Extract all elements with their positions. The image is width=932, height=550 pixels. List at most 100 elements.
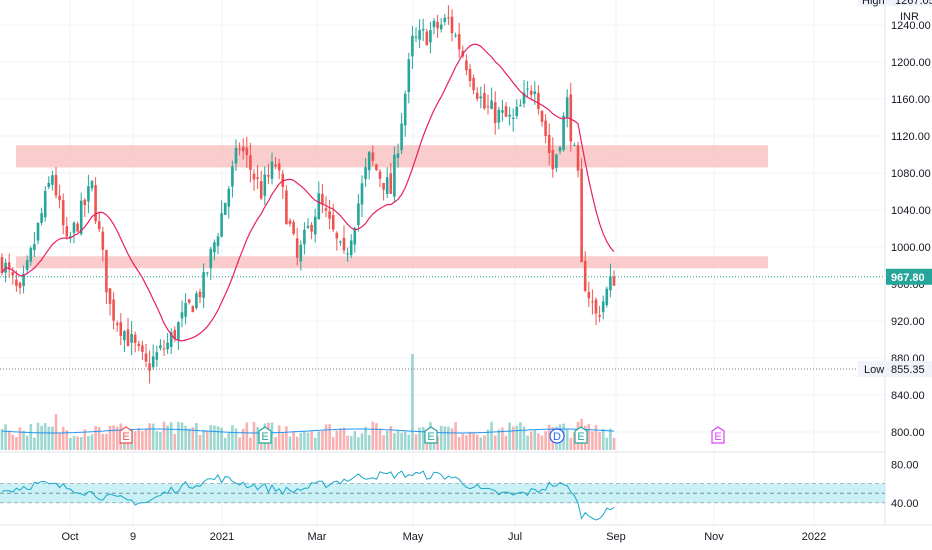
volume-bar: [249, 437, 252, 450]
high-tag-label: High: [862, 0, 885, 7]
candle-body: [180, 312, 184, 319]
candle-body: [468, 69, 472, 82]
candle-body: [375, 164, 378, 171]
volume-bar: [389, 426, 393, 450]
volume-bar: [501, 427, 504, 450]
candle-body: [324, 208, 328, 211]
volume-bar: [256, 426, 259, 450]
candle-body: [169, 332, 173, 348]
candle-body: [342, 237, 346, 251]
volume-bar: [144, 428, 148, 450]
candle-body: [126, 329, 130, 347]
candle-body: [151, 356, 155, 368]
candle-body: [58, 195, 61, 201]
candle-body: [137, 343, 141, 347]
earnings-marker[interactable]: E: [424, 426, 438, 444]
volume-bar: [439, 425, 443, 450]
candle-body: [79, 200, 83, 234]
volume-bar: [220, 427, 223, 450]
volume-bar: [47, 426, 51, 450]
candle-body: [331, 214, 335, 230]
time-tick-label: 2021: [210, 531, 234, 543]
high-value: 1267.05: [895, 0, 932, 7]
candle-body: [43, 190, 47, 218]
zone-box: [16, 145, 768, 168]
volume-bar: [162, 421, 166, 450]
candle-body: [612, 276, 616, 286]
time-tick-label: Sep: [606, 531, 626, 543]
volume-bar: [346, 435, 349, 450]
volume-bar: [54, 414, 58, 450]
earnings-flag: [574, 426, 588, 444]
volume-bar: [148, 423, 151, 450]
candle-body: [51, 175, 54, 185]
candle-body: [533, 91, 537, 95]
volume-bar: [270, 422, 274, 450]
volume-bar: [396, 430, 400, 450]
earnings-marker[interactable]: E: [711, 426, 725, 444]
candle-body: [205, 272, 209, 274]
candle-body: [357, 203, 360, 226]
volume-bar: [457, 437, 461, 450]
candle-body: [569, 94, 573, 142]
price-tick-label: 920.00: [891, 316, 925, 328]
candle-body: [277, 163, 281, 171]
candle-body: [115, 323, 119, 325]
earnings-marker[interactable]: E: [258, 426, 272, 444]
earnings-marker[interactable]: E: [574, 426, 588, 444]
candle-body: [511, 117, 515, 119]
candle-body: [76, 223, 79, 232]
candle-body: [288, 220, 292, 224]
volume-bar: [493, 435, 497, 450]
volume-bar: [83, 429, 87, 450]
time-tick-label: Jul: [508, 531, 522, 543]
candle-body: [29, 248, 33, 262]
volume-bar: [209, 425, 213, 450]
volume-bar: [533, 430, 537, 450]
volume-bar: [418, 427, 421, 450]
volume-bar: [155, 431, 159, 450]
candle-body: [501, 110, 504, 113]
candle-body: [425, 31, 429, 46]
volume-bar: [173, 433, 177, 450]
volume-bar: [115, 426, 119, 450]
volume-bar: [547, 424, 551, 450]
volume-bar: [569, 437, 573, 450]
event-letter: E: [122, 431, 129, 443]
candle-body: [303, 229, 306, 245]
candle-body: [187, 299, 191, 303]
candle-body: [493, 102, 497, 123]
candle-body: [490, 100, 493, 109]
volume-bar: [227, 433, 231, 450]
candle-body: [465, 60, 468, 71]
volume-bar: [288, 436, 292, 450]
volume-bar: [231, 425, 234, 450]
candle-body: [40, 213, 43, 223]
time-tick-label: Mar: [308, 531, 327, 543]
volume-bar: [238, 437, 241, 450]
price-tick-label: 1240.00: [891, 20, 931, 32]
volume-bar: [479, 437, 483, 450]
volume-bar: [25, 435, 29, 450]
volume-bar: [385, 430, 389, 450]
time-tick-label: Oct: [61, 531, 78, 543]
candle-body: [166, 342, 169, 350]
candle-body: [15, 279, 18, 286]
candle-body: [432, 20, 436, 28]
volume-bar: [313, 437, 317, 450]
candle-body: [335, 232, 339, 239]
volume-bar: [540, 435, 544, 450]
volume-bar: [486, 429, 490, 450]
earnings-marker[interactable]: E: [119, 426, 133, 444]
volume-bar: [371, 421, 375, 450]
time-tick-label: May: [403, 531, 424, 543]
candle-body: [299, 244, 303, 262]
event-letter: E: [427, 431, 434, 443]
volume-bar: [281, 431, 285, 450]
volume-bar: [169, 422, 173, 450]
dividend-marker[interactable]: D: [549, 428, 565, 444]
candle-body: [519, 105, 522, 107]
candle-body: [609, 276, 612, 291]
